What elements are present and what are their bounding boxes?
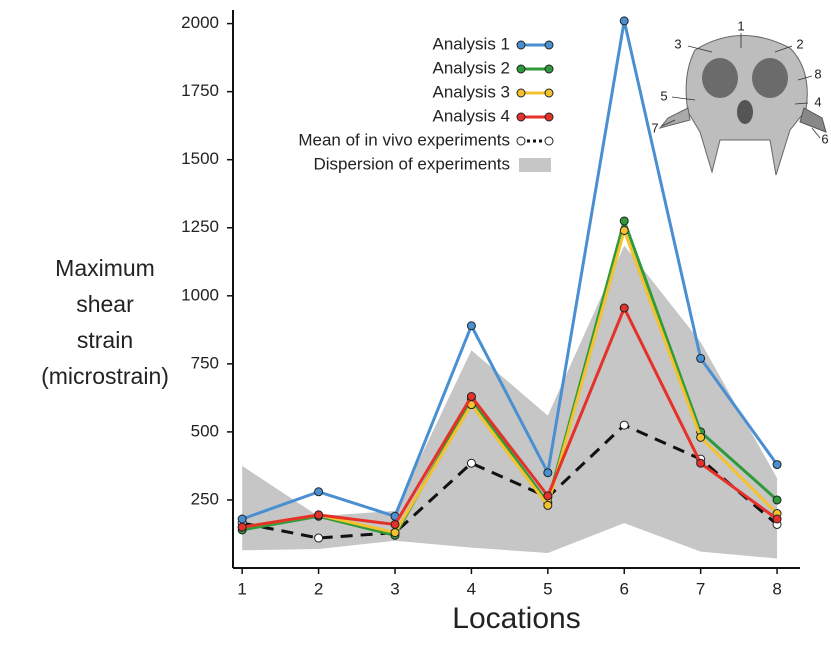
legend-swatch [519,158,551,172]
y-axis-title: strain [77,327,133,353]
x-tick-label: 3 [390,579,399,598]
data-point [619,225,629,235]
data-point [619,216,629,226]
legend-label: Analysis 1 [433,34,510,53]
x-tick-label: 8 [772,579,781,598]
inset-label: 7 [651,120,658,135]
x-tick-label: 2 [314,579,323,598]
legend-marker [544,112,554,122]
x-axis-title: Locations [452,602,580,635]
y-axis-title: shear [76,291,134,317]
series-line [241,423,779,540]
data-point [543,500,553,510]
x-tick-label: 7 [696,579,705,598]
inset-label: 3 [674,36,681,51]
data-point [772,514,782,524]
inset-label: 1 [737,18,744,33]
legend-marker [544,136,554,146]
inset-label: 5 [660,88,667,103]
data-point [772,460,782,470]
data-point [314,487,324,497]
zygomatic [658,107,691,129]
orbit [752,58,788,98]
data-point [314,533,324,543]
x-tick-label: 1 [237,579,246,598]
y-axis-title: (microstrain) [41,363,169,389]
data-point [390,528,400,538]
y-axis-title: Maximum [55,255,155,281]
x-tick-label: 5 [543,579,552,598]
legend-marker [516,136,526,146]
orbit [702,58,738,98]
legend-marker [516,64,526,74]
data-point [466,458,476,468]
data-point [237,522,247,532]
data-point [619,16,629,26]
x-tick-label: 6 [620,579,629,598]
legend-marker [516,40,526,50]
leader-lines [661,33,821,139]
series-line [241,215,779,538]
series-line [241,304,778,529]
data-point [696,432,706,442]
y-tick-label: 1500 [181,149,219,168]
legend-label: Dispersion of experiments [313,154,510,173]
data-point [314,510,324,520]
y-tick-label: 2000 [181,13,219,32]
data-point [237,514,247,524]
legend-marker [516,112,526,122]
y-tick-label: 500 [191,421,219,440]
skull-inset [658,33,827,176]
legend-marker [544,64,554,74]
legend-label: Analysis 3 [433,82,510,101]
y-tick-label: 750 [191,353,219,372]
y-tick-label: 1000 [181,285,219,304]
y-tick-label: 1250 [181,217,219,236]
series-line [241,20,779,521]
data-point [619,420,629,430]
data-point [696,458,706,468]
x-tick-label: 4 [467,579,476,598]
inset-label: 2 [796,36,803,51]
data-point [390,519,400,529]
data-point [466,392,476,402]
legend-label: Analysis 2 [433,58,510,77]
y-tick-label: 250 [191,489,219,508]
inset-label: 8 [814,66,821,81]
data-point [543,491,553,501]
inset-label: 6 [821,131,828,146]
legend-label: Analysis 4 [433,106,510,125]
data-point [619,303,629,313]
inset-label: 4 [814,94,821,109]
data-point [772,495,782,505]
legend-marker [516,88,526,98]
data-point [696,353,706,363]
nasal [737,100,753,124]
legend-label: Mean of in vivo experiments [298,130,510,149]
data-point [466,321,476,331]
zygomatic [799,107,827,133]
legend-marker [544,40,554,50]
y-tick-label: 1750 [181,81,219,100]
data-point [543,468,553,478]
legend-marker [544,88,554,98]
